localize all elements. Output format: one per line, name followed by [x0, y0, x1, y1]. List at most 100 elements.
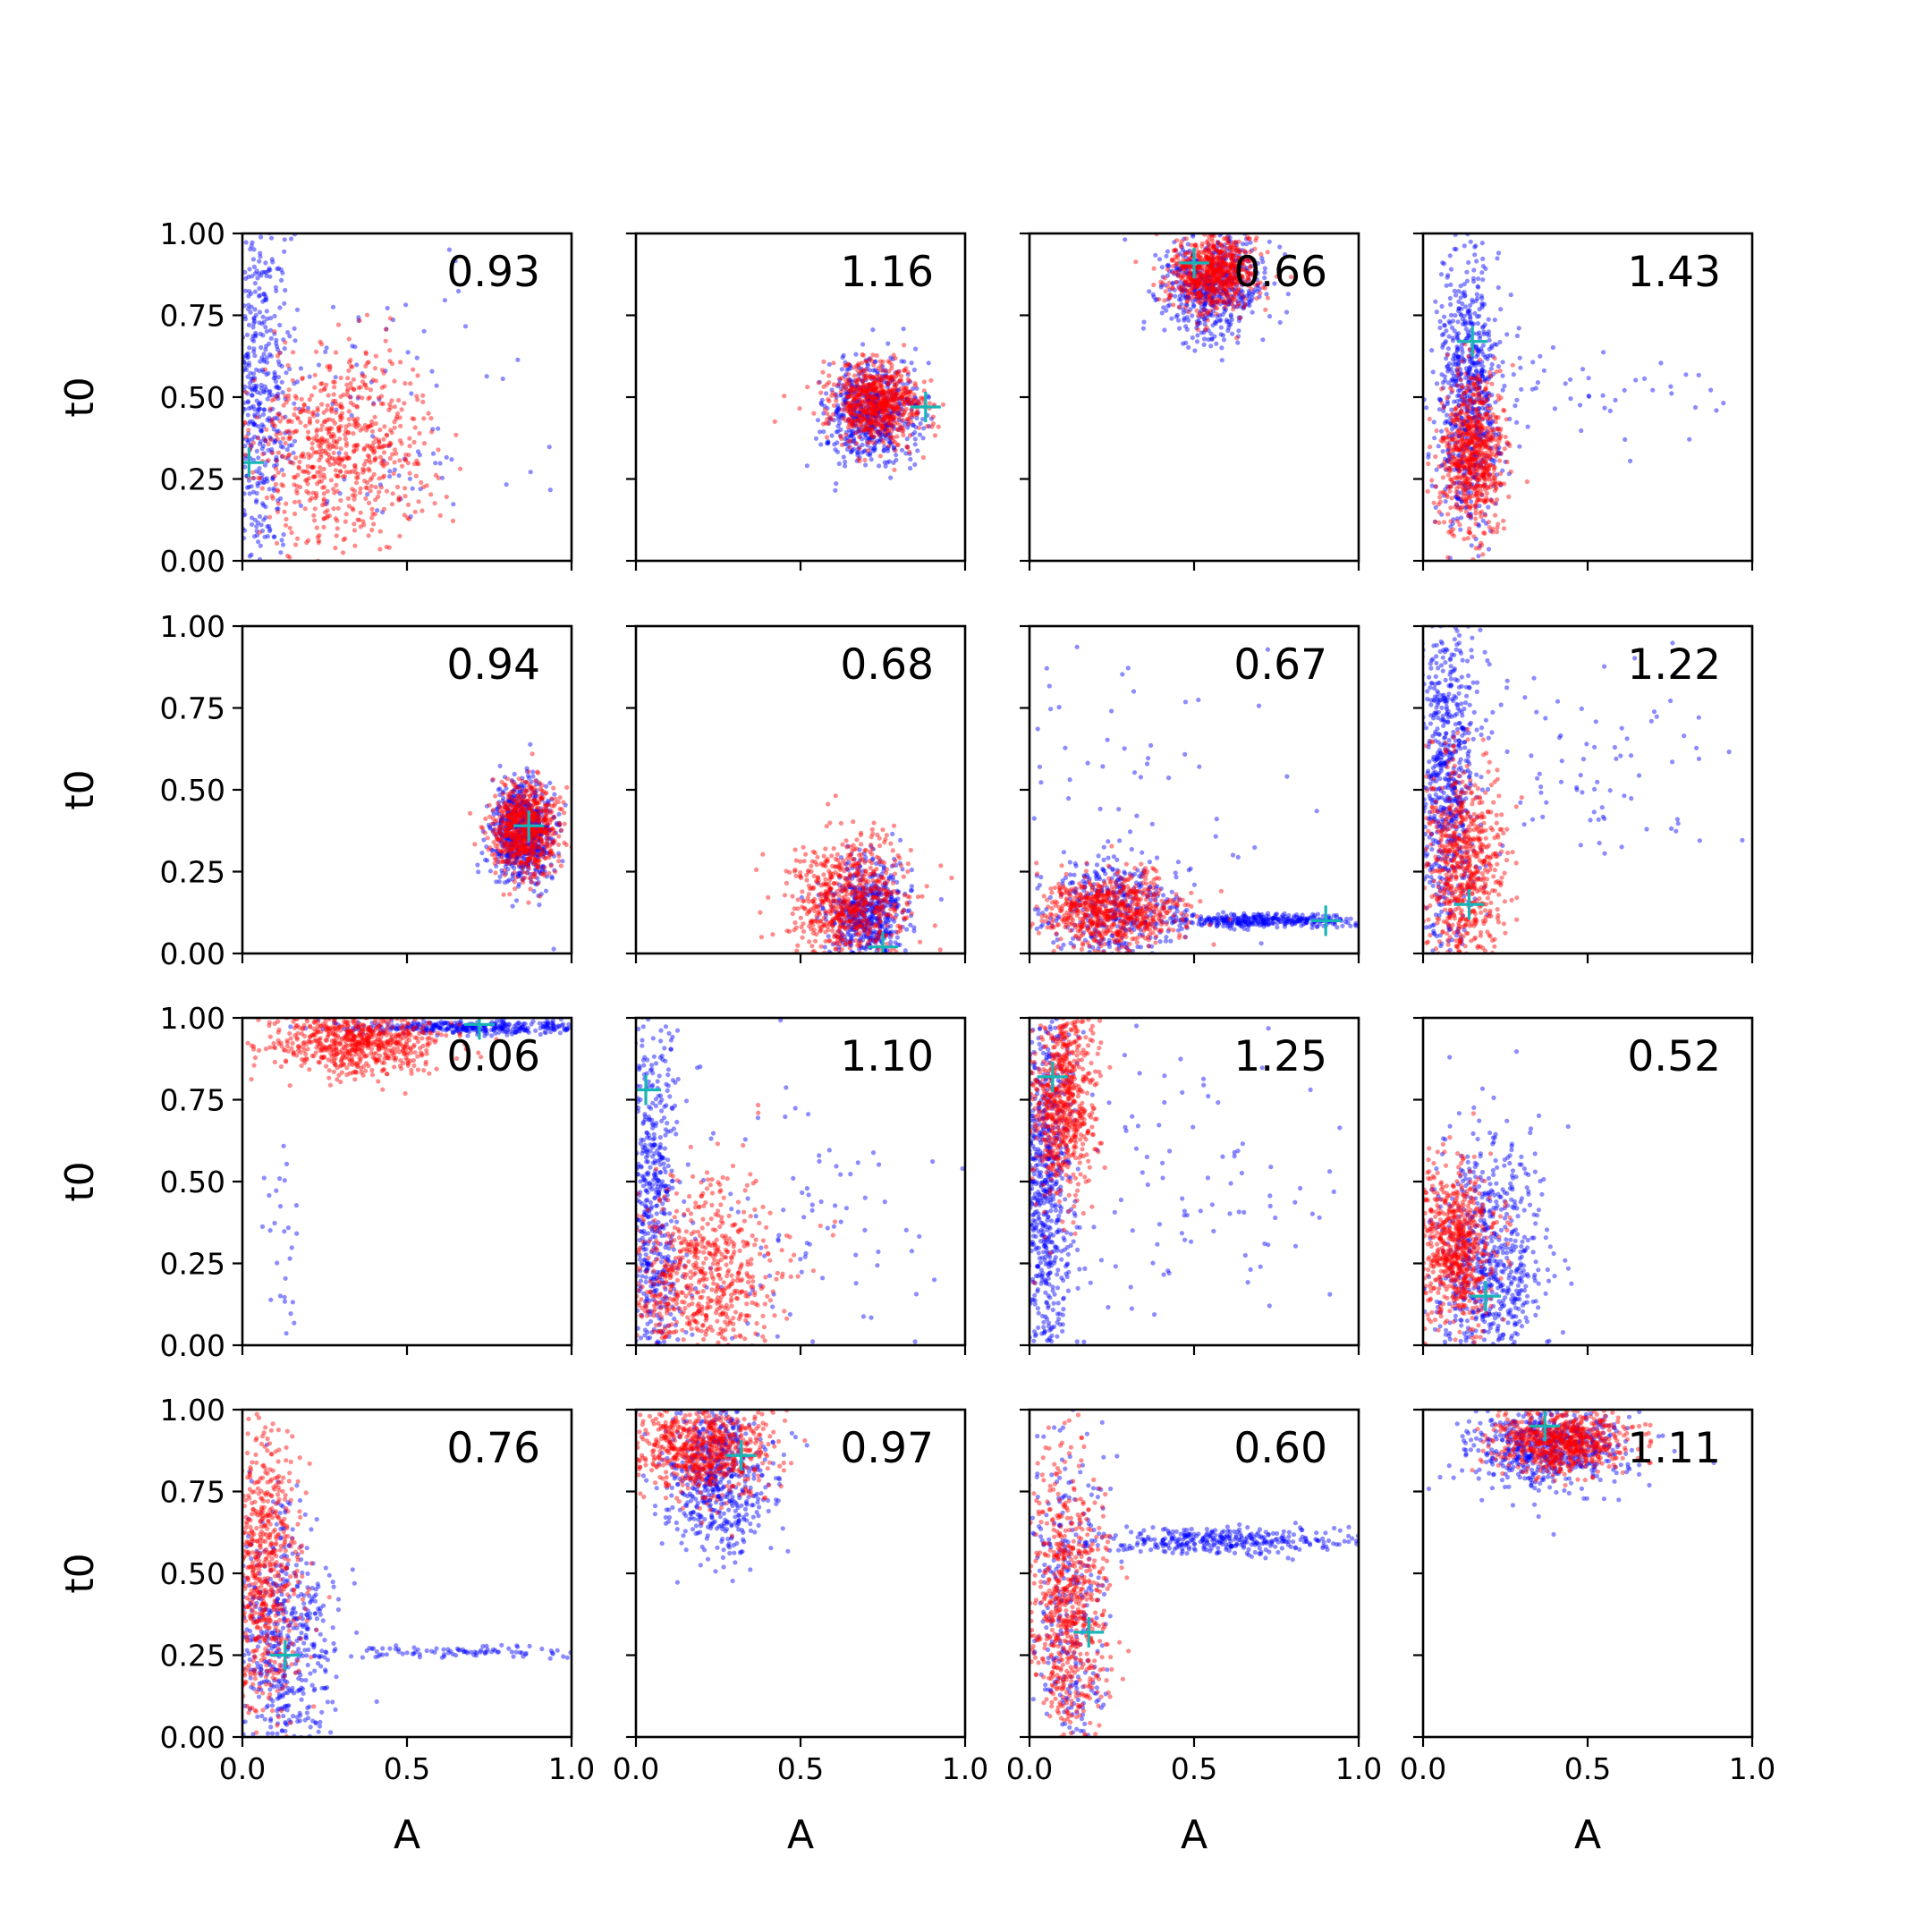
data-point-red	[880, 359, 886, 364]
data-point-blue	[1224, 301, 1230, 306]
data-point-red	[1429, 478, 1435, 483]
data-point-blue	[261, 388, 267, 394]
data-point-red	[369, 475, 375, 480]
data-point-red	[287, 555, 292, 560]
data-point-blue	[1201, 286, 1207, 292]
data-point-blue	[272, 313, 277, 318]
data-point-red	[870, 374, 876, 379]
data-point-blue	[880, 363, 886, 369]
data-point-red	[1222, 264, 1227, 269]
data-point-red	[337, 403, 343, 409]
data-point-red	[906, 417, 911, 422]
data-point-red	[1236, 239, 1241, 244]
data-point-blue	[265, 360, 270, 365]
data-point-blue	[884, 380, 889, 386]
data-point-blue	[1186, 283, 1191, 288]
data-point-red	[1185, 279, 1191, 284]
data-point-blue	[1150, 292, 1156, 297]
data-point-red	[877, 419, 883, 424]
data-point-red	[900, 394, 905, 400]
data-point-blue	[849, 379, 854, 385]
data-point-red	[320, 449, 326, 454]
data-point-red	[398, 423, 403, 428]
data-point-blue	[1463, 375, 1469, 380]
data-point-red	[407, 436, 412, 441]
data-point-red	[1219, 248, 1224, 254]
data-point-red	[887, 375, 893, 380]
data-point-blue	[855, 414, 860, 419]
data-point-blue	[852, 385, 858, 390]
data-point-blue	[259, 422, 265, 428]
data-point-red	[1236, 258, 1241, 264]
data-point-red	[1473, 521, 1479, 527]
data-point-blue	[275, 429, 280, 435]
data-point-blue	[1199, 276, 1204, 283]
data-point-red	[354, 404, 360, 410]
data-point-blue	[251, 315, 257, 321]
data-point-red	[1197, 264, 1202, 269]
data-point-red	[1206, 295, 1212, 301]
data-point-blue	[418, 487, 423, 492]
data-point-red	[871, 403, 877, 409]
data-point-blue	[852, 407, 857, 413]
data-point-red	[1224, 267, 1229, 273]
data-point-red	[344, 440, 350, 445]
data-point-blue	[871, 403, 877, 409]
data-point-blue	[1165, 303, 1171, 309]
data-point-red	[357, 318, 362, 323]
data-point-blue	[1601, 350, 1606, 355]
data-point-red	[848, 402, 853, 408]
data-point-blue	[259, 446, 265, 452]
data-point-red	[909, 410, 914, 415]
data-point-red	[373, 378, 378, 384]
data-point-blue	[833, 411, 839, 418]
data-point-red	[1215, 239, 1220, 245]
data-point-red	[1249, 286, 1254, 292]
data-point-red	[310, 490, 316, 496]
data-point-red	[369, 419, 375, 424]
data-point-blue	[847, 403, 853, 409]
data-point-blue	[324, 501, 329, 506]
data-point-blue	[847, 406, 853, 412]
data-point-red	[334, 410, 339, 415]
data-point-red	[886, 359, 891, 364]
data-point-blue	[1231, 270, 1236, 275]
data-point-blue	[1181, 253, 1186, 258]
data-point-red	[1182, 284, 1188, 290]
data-point-blue	[1221, 252, 1226, 258]
data-point-blue	[1241, 293, 1246, 299]
data-point-blue	[323, 349, 328, 354]
data-point-blue	[1687, 436, 1692, 442]
data-point-blue	[847, 391, 852, 397]
data-point-blue	[256, 455, 261, 461]
data-point-red	[861, 428, 867, 434]
data-point-red	[886, 389, 892, 394]
data-point-blue	[261, 292, 267, 297]
data-point-blue	[1193, 282, 1199, 287]
data-point-blue	[838, 427, 843, 432]
data-point-red	[859, 422, 864, 428]
data-point-blue	[273, 378, 278, 385]
data-point-red	[1235, 269, 1241, 275]
data-point-red	[1240, 292, 1245, 298]
data-point-red	[880, 417, 886, 422]
data-point-red	[1253, 238, 1258, 243]
data-point-red	[405, 461, 411, 466]
data-point-red	[329, 426, 335, 431]
data-point-red	[321, 410, 326, 415]
data-point-blue	[1186, 296, 1192, 301]
data-point-blue	[1217, 272, 1223, 277]
data-point-blue	[875, 393, 880, 399]
data-point-blue	[875, 401, 880, 406]
data-point-red	[362, 374, 368, 379]
data-point-red	[329, 409, 335, 414]
data-point-red	[314, 433, 319, 438]
data-point-blue	[1225, 328, 1231, 334]
data-point-blue	[1211, 302, 1216, 308]
data-point-red	[275, 450, 281, 455]
data-point-blue	[871, 406, 877, 411]
data-point-blue	[272, 372, 277, 377]
data-point-blue	[1193, 283, 1199, 288]
data-point-red	[364, 428, 369, 433]
data-point-blue	[1202, 317, 1208, 322]
